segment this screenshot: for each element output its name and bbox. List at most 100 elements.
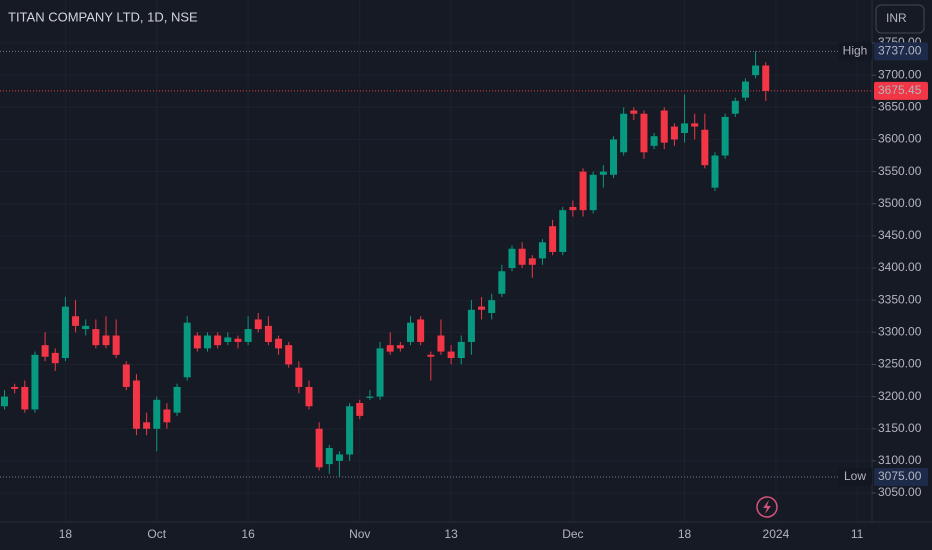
candle-body xyxy=(589,174,597,211)
candle-body xyxy=(640,113,648,153)
candle-body xyxy=(234,338,242,342)
candle-body xyxy=(183,322,191,378)
candle-body xyxy=(193,335,201,349)
candle-body xyxy=(579,171,587,211)
y-tick-label: 3700.00 xyxy=(878,67,922,81)
candle-body xyxy=(427,354,435,357)
candle-body xyxy=(467,309,475,342)
candle-body xyxy=(21,386,29,410)
candle-body xyxy=(488,300,496,314)
y-tick-label: 3300.00 xyxy=(878,324,922,338)
y-tick-label: 3500.00 xyxy=(878,196,922,210)
price-line-value-box xyxy=(874,467,928,486)
grid xyxy=(0,0,872,522)
x-tick-label: 2024 xyxy=(763,527,790,541)
last-price-box xyxy=(874,81,928,100)
candle-body xyxy=(660,110,668,143)
y-tick-label: 3550.00 xyxy=(878,164,922,178)
y-tick-label: 3200.00 xyxy=(878,389,922,403)
y-tick-label: 3250.00 xyxy=(878,357,922,371)
price-line-tag xyxy=(838,467,872,486)
y-tick-label: 3600.00 xyxy=(878,132,922,146)
last-price-label: 3675.45 xyxy=(878,83,922,97)
candle-body xyxy=(528,258,536,265)
candle-body xyxy=(41,345,49,357)
candle-body xyxy=(599,171,607,175)
candle-body xyxy=(1,396,8,407)
candle-body xyxy=(741,81,749,98)
events-icon[interactable] xyxy=(756,496,778,518)
candle-body xyxy=(752,65,760,76)
x-tick-label: 18 xyxy=(678,527,692,541)
candle-body xyxy=(305,386,313,407)
price-line-name: Low xyxy=(844,469,866,483)
candle-body xyxy=(295,367,303,387)
candle-body xyxy=(315,428,323,468)
candle-body xyxy=(72,316,80,326)
candle-body xyxy=(437,335,445,352)
candle-body xyxy=(407,322,414,342)
candle-body xyxy=(762,65,770,91)
candle-body xyxy=(275,338,283,349)
candle-body xyxy=(61,306,69,359)
candle-body xyxy=(417,319,425,342)
currency-button[interactable] xyxy=(875,4,925,34)
candle-body xyxy=(701,129,709,166)
candle-body xyxy=(650,136,658,146)
plot xyxy=(1,51,770,477)
candle-body xyxy=(346,406,354,455)
candle-body xyxy=(204,335,211,349)
candle-body xyxy=(731,100,739,114)
price-line-tag xyxy=(838,42,872,61)
candle-body xyxy=(711,155,719,188)
y-tick-label: 3100.00 xyxy=(878,453,922,467)
candle-body xyxy=(132,380,140,429)
lightning[interactable] xyxy=(763,500,771,514)
candle-body xyxy=(254,319,262,330)
x-tick-label: 11 xyxy=(851,527,864,541)
candle-body xyxy=(11,386,19,389)
candle-body xyxy=(670,126,678,140)
candle-body xyxy=(681,123,689,134)
candle-body xyxy=(143,422,151,429)
candle-body xyxy=(173,386,181,413)
candle-body xyxy=(559,210,567,252)
candle-body xyxy=(386,345,394,352)
currency-label[interactable]: INR xyxy=(886,11,907,25)
candle-body xyxy=(285,345,293,365)
candle-body xyxy=(51,352,59,364)
x-tick-label: 16 xyxy=(241,527,255,541)
candle-body xyxy=(610,139,617,175)
price-line-value: 3737.00 xyxy=(878,44,922,58)
candle-body xyxy=(102,335,110,346)
y-tick-label: 3150.00 xyxy=(878,421,922,435)
candle-body xyxy=(549,226,557,252)
candle-body xyxy=(478,306,486,310)
candle-body xyxy=(356,403,364,416)
x-tick-label: Dec xyxy=(562,527,583,541)
candle-body xyxy=(112,335,120,355)
candle-body xyxy=(508,248,516,269)
candle-body xyxy=(518,248,526,265)
candle-body xyxy=(620,113,628,153)
candle-body xyxy=(82,325,90,330)
y-tick-label: 3450.00 xyxy=(878,228,922,242)
x-tick-label: 18 xyxy=(59,527,73,541)
x-tick-label: Nov xyxy=(349,527,370,541)
y-tick-label: 3400.00 xyxy=(878,260,922,274)
candle-body xyxy=(244,329,252,342)
candle-body xyxy=(691,123,699,127)
x-tick-label: Oct xyxy=(147,527,166,541)
candle-body xyxy=(214,335,222,346)
candle-body xyxy=(498,271,506,294)
candle-body xyxy=(630,110,638,114)
candle-body xyxy=(224,337,232,342)
event-circle[interactable] xyxy=(756,496,778,518)
candle-body xyxy=(376,348,384,397)
price-line-value-box xyxy=(874,42,928,61)
candle-body xyxy=(335,454,343,461)
candle-body xyxy=(366,396,374,398)
candle-body xyxy=(264,325,272,342)
candle-body xyxy=(153,399,161,429)
